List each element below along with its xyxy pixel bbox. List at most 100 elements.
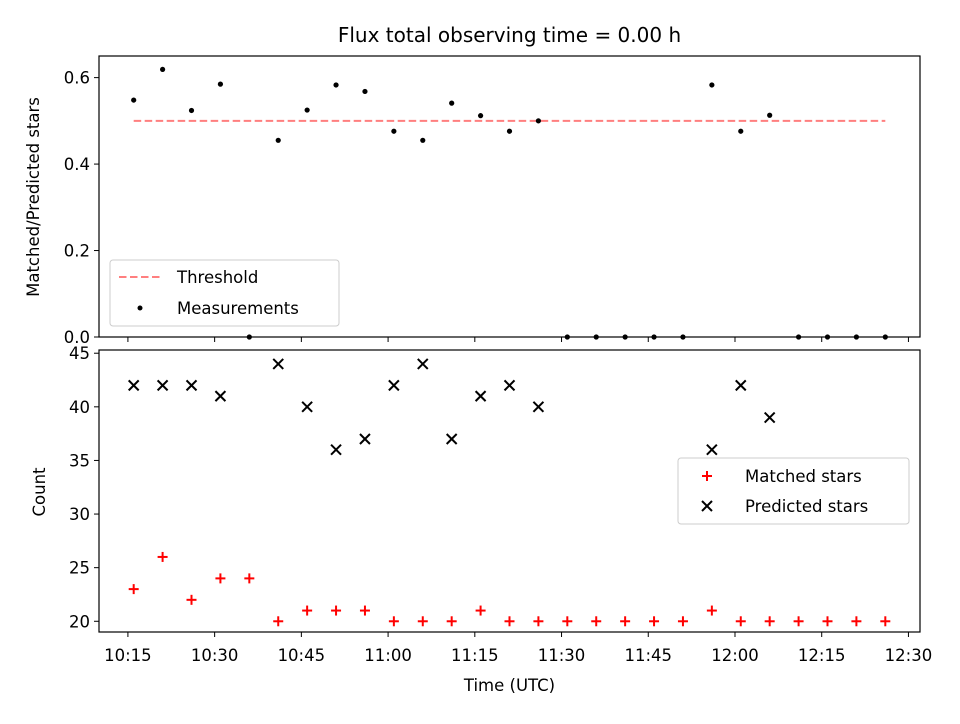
measurement-point xyxy=(391,128,397,134)
matched-stars-point xyxy=(591,616,602,627)
predicted-stars-point xyxy=(301,401,313,413)
bottom-y-tick-label: 35 xyxy=(69,451,90,470)
measurement-point xyxy=(333,82,339,88)
top-y-tick-label: 0.6 xyxy=(64,69,90,88)
top-y-tick-label: 0.0 xyxy=(64,328,90,347)
matched-stars-point xyxy=(475,605,486,616)
measurement-point xyxy=(362,88,368,95)
legend-measurements-marker xyxy=(137,305,143,311)
measurement-point xyxy=(477,113,484,119)
top-x-axis xyxy=(127,337,909,342)
measurement-point xyxy=(709,82,715,88)
matched-stars-point xyxy=(446,616,457,627)
bottom-panel: Count Time (UTC) 20 25 30 35 40 45 10:15 10:30… xyxy=(30,344,932,695)
matched-stars-point xyxy=(128,584,139,595)
bottom-x-axis: 10:15 10:30 10:45 11:00 11:15 11:30 11:45 12:00… xyxy=(104,632,932,665)
predicted-stars-point xyxy=(156,379,169,392)
matched-stars-point xyxy=(735,616,746,627)
measurement-point xyxy=(449,100,455,106)
matched-stars-point xyxy=(851,616,862,627)
predicted-stars-point xyxy=(503,379,516,392)
measurement-point xyxy=(131,97,137,103)
predicted-stars-point-b xyxy=(301,401,313,413)
bottom-x-tick-label: 11:15 xyxy=(451,646,499,665)
predicted-stars-point-b xyxy=(763,411,776,424)
bottom-x-tick-label: 10:45 xyxy=(278,646,326,665)
predicted-stars-point-b xyxy=(532,401,545,413)
top-y-tick-label: 0.2 xyxy=(64,242,90,261)
legend-measurements-label: Measurements xyxy=(177,299,299,318)
predicted-stars-point xyxy=(532,401,545,413)
matched-stars-point xyxy=(533,616,544,627)
bottom-legend: Matched stars Predicted stars xyxy=(677,457,910,525)
legend-predicted-label: Predicted stars xyxy=(745,497,868,516)
predicted-stars-point-b xyxy=(156,379,169,392)
predicted-stars-point-b xyxy=(474,390,487,402)
matched-stars-point xyxy=(388,616,399,627)
predicted-stars-point xyxy=(185,379,198,392)
matched-stars-point xyxy=(706,605,717,616)
matched-stars-point xyxy=(157,551,168,562)
top-plot-area xyxy=(131,66,888,340)
matched-stars-point xyxy=(620,616,631,627)
top-legend: Threshold Measurements xyxy=(109,259,340,327)
predicted-stars-point-b xyxy=(330,444,342,456)
bottom-y-tick-label: 45 xyxy=(69,344,90,363)
measurement-point xyxy=(420,137,426,143)
predicted-stars-point-b xyxy=(388,379,400,392)
predicted-stars-point xyxy=(127,379,140,392)
predicted-stars-point xyxy=(763,411,776,424)
legend-matched-label: Matched stars xyxy=(745,467,862,486)
bottom-x-tick-label: 10:30 xyxy=(191,646,239,665)
measurement-point xyxy=(738,128,744,134)
bottom-x-tick-label: 10:15 xyxy=(104,646,152,665)
matched-stars-point xyxy=(417,616,428,627)
predicted-stars-point-b xyxy=(417,358,429,370)
predicted-stars-point-b xyxy=(503,379,516,392)
predicted-stars-point xyxy=(417,358,429,370)
matched-stars-point xyxy=(649,616,660,627)
measurement-point xyxy=(506,128,513,134)
predicted-stars-point xyxy=(388,379,400,392)
bottom-y-tick-label: 25 xyxy=(69,559,90,578)
bottom-x-tick-label: 12:30 xyxy=(885,646,933,665)
top-y-axis-label: Matched/Predicted stars xyxy=(24,97,43,297)
matched-stars-point xyxy=(331,605,342,616)
bottom-x-tick-label: 11:00 xyxy=(364,646,412,665)
predicted-stars-point xyxy=(474,390,487,402)
bottom-y-tick-label: 20 xyxy=(69,612,90,631)
chart-title: Flux total observing time = 0.00 h xyxy=(338,23,681,47)
measurement-point xyxy=(535,118,542,124)
predicted-stars-point-b xyxy=(185,379,198,392)
legend-threshold-label: Threshold xyxy=(176,268,258,287)
matched-stars-point xyxy=(215,573,226,584)
bottom-legend-box xyxy=(677,457,910,525)
top-axes-frame xyxy=(98,55,921,338)
matched-stars-point xyxy=(302,605,313,616)
matched-stars-point xyxy=(764,616,775,627)
top-y-axis: 0.0 0.2 0.4 0.6 xyxy=(64,69,99,347)
bottom-plot-area xyxy=(127,358,891,627)
top-y-tick-label: 0.4 xyxy=(64,155,90,174)
matched-stars-point xyxy=(359,605,370,616)
bottom-x-tick-label: 12:15 xyxy=(798,646,846,665)
matched-stars-point xyxy=(186,594,197,605)
measurement-point xyxy=(159,66,166,73)
bottom-x-tick-label: 11:45 xyxy=(624,646,672,665)
measurement-point xyxy=(275,137,281,143)
bottom-y-tick-label: 40 xyxy=(69,398,90,417)
predicted-stars-point-b xyxy=(445,433,458,445)
bottom-x-axis-label: Time (UTC) xyxy=(463,676,555,695)
bottom-x-tick-label: 11:30 xyxy=(538,646,586,665)
bottom-axes-frame xyxy=(98,349,921,633)
measurement-point xyxy=(304,107,310,113)
predicted-stars-point xyxy=(272,358,284,370)
matched-stars-point xyxy=(273,616,284,627)
predicted-stars-point xyxy=(735,379,747,392)
predicted-stars-point-b xyxy=(359,433,371,445)
matched-stars-point xyxy=(880,616,891,627)
predicted-stars-point-b xyxy=(706,444,718,456)
legend-matched-marker xyxy=(702,471,712,481)
matched-stars-point xyxy=(244,573,255,584)
